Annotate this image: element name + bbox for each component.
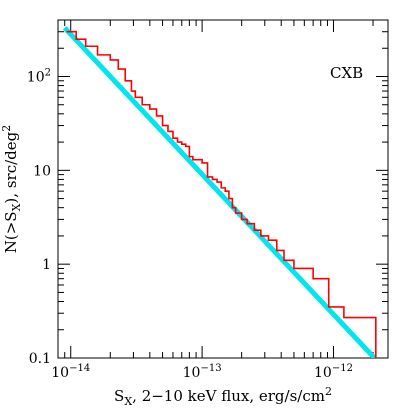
y-tick-label: 1 bbox=[42, 257, 51, 273]
red-step-series bbox=[66, 30, 377, 358]
x-tick-label: 10−14 bbox=[51, 363, 90, 381]
axis-ticks bbox=[57, 19, 388, 359]
x-axis-label: SX, 2−10 keV flux, erg/s/cm2 bbox=[114, 385, 332, 408]
y-tick-label: 10 bbox=[33, 163, 51, 179]
x-tick-label: 10−12 bbox=[314, 363, 353, 381]
cxb-annotation: CXB bbox=[330, 64, 363, 82]
plot-frame bbox=[57, 19, 389, 359]
axis-labels: 10−14 10−13 10−12 0.1 1 10 102 bbox=[27, 67, 353, 381]
cyan-fit-line bbox=[62, 26, 377, 358]
y-tick-label: 102 bbox=[27, 67, 51, 85]
y-axis-label: N(>SX), src/deg2 bbox=[0, 125, 23, 253]
x-tick-label: 10−13 bbox=[183, 363, 222, 381]
series-layer bbox=[62, 26, 377, 358]
y-tick-label: 0.1 bbox=[29, 351, 51, 367]
